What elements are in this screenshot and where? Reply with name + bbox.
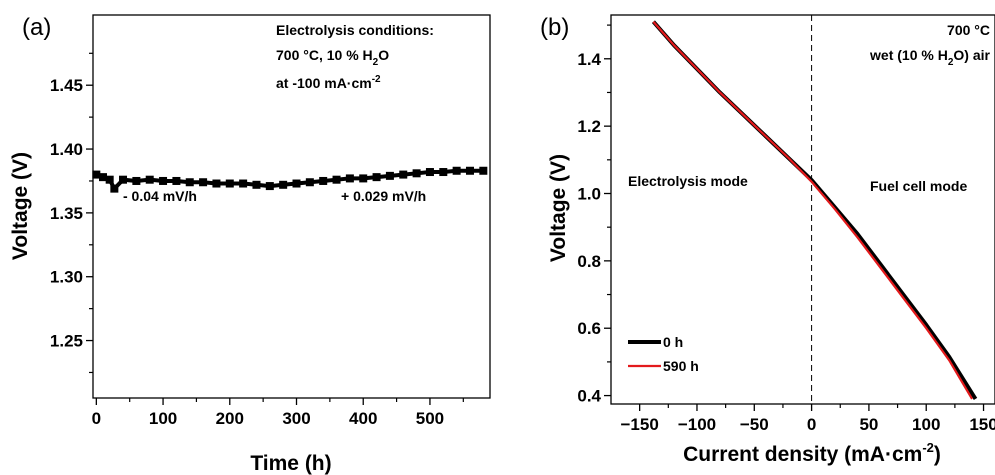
panel-a-x-axis-title: Time (h) (250, 452, 331, 475)
panel-b-x-tick-label: 100 (912, 415, 940, 434)
panel-a-x-tick-label: 300 (282, 409, 310, 428)
panel-a-y-tick-label: 1.25 (50, 332, 83, 351)
panel-a-data-point (385, 171, 394, 180)
panel-a: (a) 0 100 200 300 400 500 1.25 1.30 1.35 1.40 1.45… (9, 14, 491, 475)
panel-a-data-point (292, 179, 301, 188)
panel-a-rate-annotation-2: + 0.029 mV/h (341, 188, 426, 204)
panel-b-y-tick-label: 1.0 (577, 185, 601, 204)
panel-a-data-point (252, 180, 261, 189)
x-axis-title-tail: ) (934, 443, 941, 466)
panel-a-y-tick-label: 1.45 (50, 76, 83, 95)
panel-b-x-axis-title: Current density (mA·cm-2) (683, 440, 941, 466)
panel-b-plot-frame (610, 14, 995, 405)
panel-a-data-point (172, 176, 181, 185)
panel-a-rate-annotation-1: - 0.04 mV/h (123, 188, 197, 204)
atmosphere-subscript: 2 (948, 57, 954, 68)
panel-b-y-tick-label: 0.8 (577, 252, 601, 271)
panel-b-y-tick-label: 0.6 (577, 319, 601, 338)
panel-a-x-tick-label: 100 (149, 409, 177, 428)
panel-b-label: (b) (540, 14, 569, 41)
panel-b-y-tick-label: 1.2 (577, 117, 601, 136)
panel-a-data-point (185, 178, 194, 187)
conditions-line2-subscript: 2 (373, 57, 379, 68)
conditions-line3-text: at -100 mA·cm (276, 75, 372, 91)
panel-b-legend: 0 h 590 h (628, 334, 699, 374)
panel-a-conditions-line2: 700 °C, 10 % H2O (276, 47, 389, 68)
panel-b-iv-curves (651, 20, 978, 401)
panel-a-data-point (110, 184, 119, 193)
panel-a-data-point (465, 166, 474, 175)
panel-b-x-tick-label: 0 (807, 415, 816, 434)
panel-a-data-point (412, 169, 421, 178)
panel-b-ticks: −150 −100 −50 0 50 100 150 0.4 0.6 0.8 1.0 1.2 1.4 (577, 24, 995, 434)
panel-a-data-point (372, 173, 381, 182)
panel-a-data-point (265, 182, 274, 191)
panel-b: (b) −150 −100 −50 0 50 100 150 0.4 0.6 0.8 1.0 1.2 1… (540, 14, 995, 466)
panel-a-data-point (212, 179, 221, 188)
panel-a-x-tick-label: 0 (92, 409, 101, 428)
panel-a-data-point (345, 174, 354, 183)
panel-b-x-tick-label: 50 (859, 415, 878, 434)
panel-a-conditions-line3: at -100 mA·cm-2 (276, 74, 381, 91)
panel-a-data-point (439, 168, 448, 177)
panel-a-data-point (332, 175, 341, 184)
panel-b-y-tick-label: 0.4 (577, 387, 601, 406)
panel-a-label: (a) (22, 14, 51, 41)
panel-a-voltage-trace (95, 168, 484, 193)
panel-b-curve-0h (651, 20, 978, 401)
panel-a-data-point (479, 166, 488, 175)
panel-a-data-point (92, 170, 101, 179)
panel-a-data-points (92, 166, 488, 193)
panel-a-y-tick-label: 1.30 (50, 268, 83, 287)
panel-b-curve-590h (652, 21, 974, 400)
panel-a-data-point (359, 174, 368, 183)
panel-b-x-tick-label: 150 (969, 415, 995, 434)
conditions-line2-text: 700 °C, 10 % H (276, 47, 373, 63)
legend-label: 590 h (663, 358, 699, 374)
panel-b-x-tick-label: −50 (740, 415, 769, 434)
panel-a-data-point (319, 176, 328, 185)
panel-b-x-tick-label: −100 (678, 415, 716, 434)
conditions-line2-tail: O (378, 47, 389, 63)
x-axis-title-text: Current density (mA·cm (683, 443, 922, 466)
panel-a-data-point (99, 173, 108, 182)
panel-a-data-point (159, 176, 168, 185)
panel-a-plot-frame (92, 14, 491, 399)
panel-b-fuel-cell-mode-label: Fuel cell mode (870, 178, 967, 194)
panel-a-data-point (145, 175, 154, 184)
atmosphere-text: wet (10 % H (869, 47, 948, 63)
panel-a-y-axis-title: Voltage (V) (9, 152, 32, 260)
panel-a-data-point (225, 179, 234, 188)
conditions-line3-superscript: -2 (372, 74, 381, 85)
panel-b-atmosphere-annotation: wet (10 % H2O) air (869, 47, 990, 68)
panel-b-x-tick-label: −150 (621, 415, 659, 434)
x-axis-title-superscript: -2 (922, 440, 934, 455)
panel-a-x-tick-label: 400 (349, 409, 377, 428)
legend-label: 0 h (663, 334, 683, 350)
panel-a-data-point (399, 170, 408, 179)
panel-b-temperature-annotation: 700 °C (947, 22, 990, 38)
panel-a-data-point (279, 180, 288, 189)
panel-a-data-point (239, 179, 248, 188)
panel-b-y-tick-label: 1.4 (577, 50, 601, 69)
panel-a-conditions-line1: Electrolysis conditions: (276, 22, 434, 38)
panel-a-x-tick-label: 500 (416, 409, 444, 428)
panel-a-data-point (119, 175, 128, 184)
panel-a-ticks: 0 100 200 300 400 500 1.25 1.30 1.35 1.40 1.45 (50, 52, 464, 428)
panel-a-x-tick-label: 200 (216, 409, 244, 428)
panel-a-data-point (199, 178, 208, 187)
panel-b-electrolysis-mode-label: Electrolysis mode (628, 173, 748, 189)
panel-a-y-tick-label: 1.35 (50, 204, 83, 223)
panel-a-data-point (425, 168, 434, 177)
panel-a-data-point (105, 175, 114, 184)
panel-a-data-point (132, 176, 141, 185)
panel-b-y-axis-title: Voltage (V) (547, 154, 570, 262)
atmosphere-tail: O) air (953, 47, 990, 63)
panel-a-y-tick-label: 1.40 (50, 140, 83, 159)
panel-a-data-point (452, 166, 461, 175)
panel-a-data-point (305, 178, 314, 187)
